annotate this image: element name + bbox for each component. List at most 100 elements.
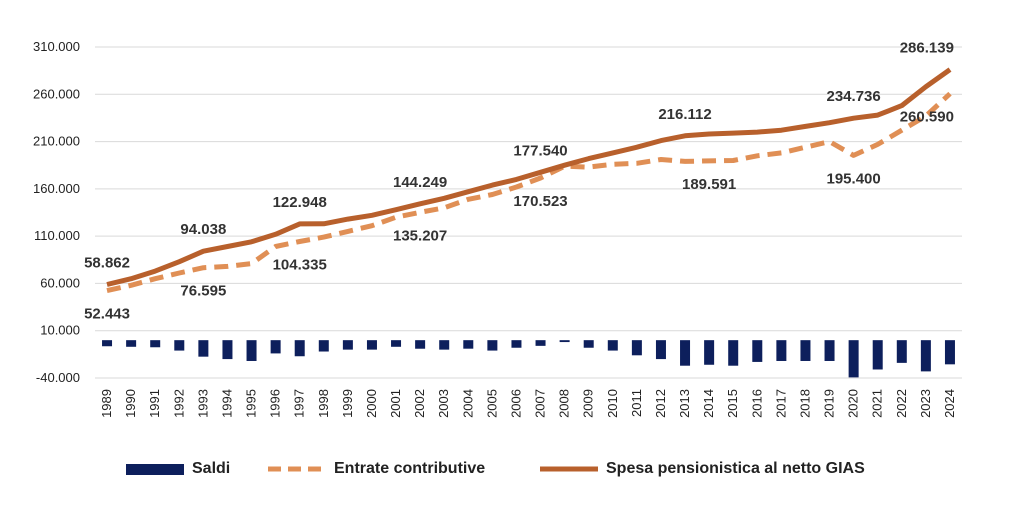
x-tick-label: 1999 [340,389,355,418]
legend-item-entrate: Entrate contributive [268,460,485,478]
y-tick-label: 160.000 [33,181,80,196]
legend-item-saldi: Saldi [126,460,230,478]
data-label-entrate: 195.400 [827,170,881,187]
x-tick-label: 2000 [364,389,379,418]
bar-saldi-2021 [872,340,883,370]
bar-saldi-2008 [559,340,570,343]
y-tick-label: 260.000 [33,86,80,101]
y-tick-label: 10.000 [40,323,80,338]
bar-saldi-2014 [704,340,715,365]
legend-label-spesa: Spesa pensionistica al netto GIAS [606,460,865,477]
x-tick-label: 1997 [292,389,307,418]
data-label-entrate: 52.443 [84,306,130,323]
line-spesa-pensionistica [106,67,952,287]
data-label-entrate: 170.523 [513,193,567,210]
x-tick-label: 2011 [629,389,644,417]
bar-saldi-2017 [776,340,787,361]
bar-saldi-2023 [920,340,931,372]
x-tick-label: 2015 [725,389,740,418]
bar-saldi-2005 [487,340,498,351]
data-label-entrate: 76.595 [180,283,226,300]
bar-saldi-2007 [535,340,546,346]
x-tick-label: 1989 [99,389,114,418]
x-tick-label: 2014 [701,389,716,418]
bar-saldi-2015 [728,340,739,366]
legend-swatch-entrate [268,466,326,472]
x-tick-label: 2012 [653,389,668,418]
x-tick-label: 1998 [316,389,331,418]
x-tick-label: 2021 [870,389,885,418]
x-tick-label: 2019 [822,389,837,418]
bar-saldi-2022 [896,340,907,363]
x-tick-label: 2002 [412,389,427,418]
saldi-bars [102,340,955,378]
x-tick-label: 2024 [942,389,957,418]
bar-saldi-1990 [126,340,137,347]
x-tick-label: 1996 [268,389,283,418]
bar-saldi-2019 [824,340,835,361]
bar-saldi-1998 [318,340,329,352]
x-tick-label: 2013 [677,389,692,418]
bar-saldi-2016 [752,340,763,362]
bar-saldi-2013 [680,340,691,366]
x-tick-label: 1990 [123,389,138,418]
x-tick-label: 2007 [533,389,548,418]
bar-saldi-1993 [198,340,209,357]
data-label-entrate: 260.590 [900,109,954,126]
bar-saldi-1996 [270,340,281,354]
x-tick-label: 1995 [244,389,259,418]
data-labels: 58.862 94.038 122.948 144.249 177.540 216.112… [84,40,954,323]
data-label-spesa: 216.112 [658,106,711,123]
y-axis: -40.000 10.000 60.000 110.000 160.000 210.000… [33,39,80,385]
x-tick-label: 1994 [219,389,234,418]
data-label-entrate: 135.207 [393,227,447,244]
data-label-spesa: 177.540 [513,142,567,159]
x-tick-label: 2009 [581,389,596,418]
x-tick-label: 2003 [436,389,451,418]
bar-saldi-2006 [511,340,522,348]
y-tick-label: -40.000 [36,370,80,385]
x-tick-label: 2006 [508,389,523,418]
chart-canvas: -40.000 10.000 60.000 110.000 160.000 210.000… [33,39,962,418]
legend-item-spesa: Spesa pensionistica al netto GIAS [540,460,865,478]
x-tick-label: 2017 [773,389,788,418]
x-tick-label: 2005 [484,389,499,418]
bar-saldi-2020 [848,340,859,378]
series-lines [106,67,952,294]
legend-swatch-spesa [540,466,598,472]
y-tick-label: 210.000 [33,134,80,149]
legend-label-entrate: Entrate contributive [334,460,486,477]
x-tick-label: 2018 [797,389,812,418]
x-tick-label: 2023 [918,389,933,418]
bar-saldi-1991 [150,340,161,348]
x-tick-label: 1991 [147,389,162,418]
bar-saldi-2003 [439,340,450,350]
y-tick-label: 60.000 [40,275,80,290]
bar-saldi-2011 [631,340,642,356]
bar-saldi-2024 [944,340,955,365]
data-label-spesa: 58.862 [84,255,130,272]
bar-saldi-2010 [607,340,618,351]
data-label-entrate: 104.335 [273,257,327,274]
legend-label-saldi: Saldi [192,460,231,477]
line-entrate-contributive [106,91,952,294]
x-tick-label: 2020 [846,389,861,418]
x-tick-label: 2001 [388,389,403,418]
data-label-spesa: 144.249 [393,174,447,191]
x-tick-label: 2022 [894,389,909,418]
x-tick-label: 2016 [749,389,764,418]
x-tick-label: 2010 [605,389,620,418]
data-label-spesa: 122.948 [273,194,327,211]
x-tick-label: 1993 [195,389,210,418]
bar-saldi-2001 [391,340,402,347]
bar-saldi-2009 [583,340,594,348]
bar-saldi-2000 [366,340,377,350]
gridlines [95,46,962,379]
bar-saldi-2012 [655,340,666,360]
legend-swatch-saldi [126,463,184,475]
bar-saldi-1992 [174,340,185,351]
bar-saldi-1994 [222,340,233,360]
legend: Saldi Entrate contributive Spesa pension… [0,456,1024,486]
x-tick-label: 2008 [557,389,572,418]
bar-saldi-1995 [246,340,257,361]
